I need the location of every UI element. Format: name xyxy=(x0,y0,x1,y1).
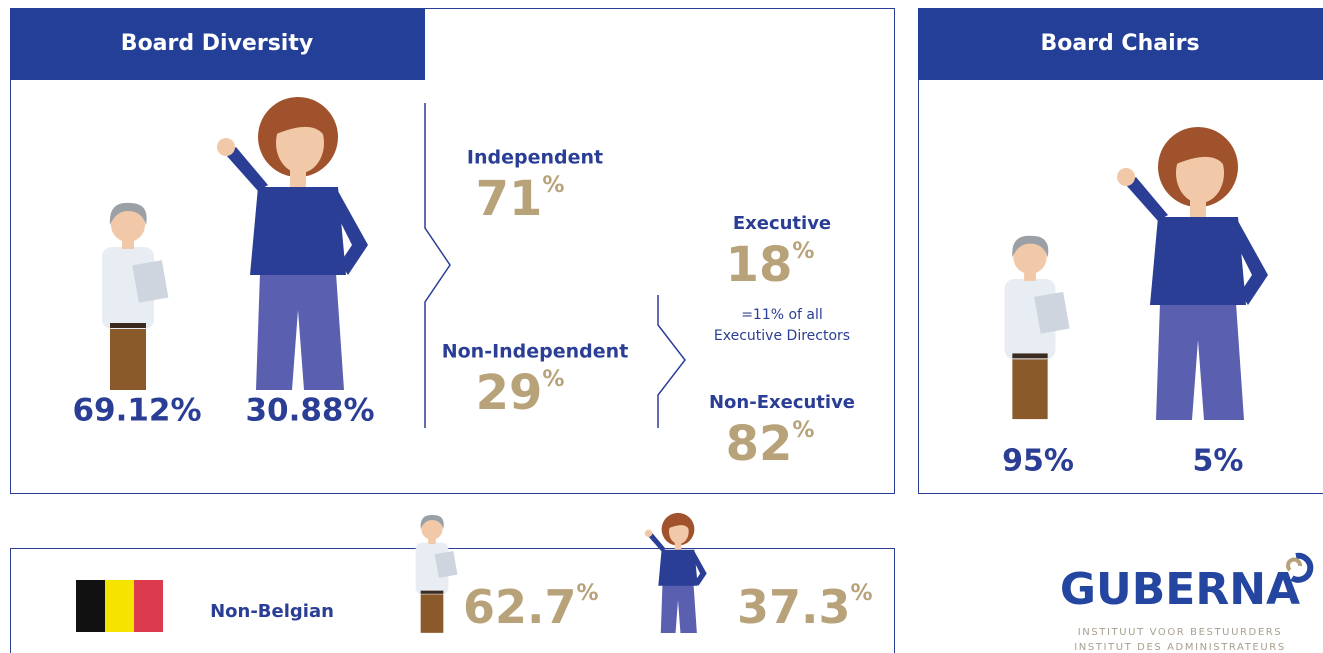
unit: % xyxy=(851,581,873,606)
women-share: 5% xyxy=(1193,444,1244,479)
bracket xyxy=(424,103,451,428)
hand xyxy=(644,529,653,538)
logo-name: GUBERNA xyxy=(1060,564,1300,615)
hair xyxy=(420,514,444,529)
label: Executive xyxy=(733,213,831,234)
bracket xyxy=(657,295,686,428)
head xyxy=(421,518,443,540)
neck xyxy=(428,536,436,545)
unit: % xyxy=(792,239,814,264)
flag-stripe xyxy=(76,580,105,632)
hand xyxy=(1117,168,1135,186)
flag-stripe xyxy=(105,580,134,632)
logo-swirl xyxy=(1290,552,1314,583)
note: =11% of all xyxy=(741,307,823,323)
pants xyxy=(660,584,697,633)
panel-border xyxy=(10,8,895,494)
woman-figure xyxy=(644,512,707,633)
man-figure xyxy=(415,514,458,633)
number: 37.3 xyxy=(737,580,851,634)
logo-line: INSTITUT DES ADMINISTRATEURS xyxy=(1074,642,1286,653)
arm-up xyxy=(226,147,268,191)
panel-border xyxy=(918,8,1323,494)
arm-hip xyxy=(1232,221,1268,305)
arm-hip xyxy=(332,191,368,275)
head xyxy=(1013,240,1047,275)
value: 37.3% xyxy=(737,580,873,634)
jacket xyxy=(1150,217,1246,305)
number: 82 xyxy=(726,416,793,472)
paper xyxy=(1034,291,1070,334)
value: 62.7% xyxy=(463,580,599,634)
panel-border xyxy=(10,548,895,653)
flag-stripe xyxy=(134,580,163,632)
hair xyxy=(109,202,147,225)
logo-swirl xyxy=(1286,557,1302,572)
pants xyxy=(1156,303,1244,420)
number: 62.7 xyxy=(463,580,577,634)
label: Non-Independent xyxy=(442,341,629,363)
fringe xyxy=(1174,134,1228,169)
panel-title: Board Chairs xyxy=(1040,31,1199,56)
value: 82% xyxy=(726,416,815,472)
value: 29% xyxy=(476,365,565,421)
men-share: 69.12% xyxy=(72,393,201,429)
note: Executive Directors xyxy=(714,328,850,344)
jacket xyxy=(250,187,346,275)
head xyxy=(111,208,145,242)
belt xyxy=(1012,353,1048,359)
pants xyxy=(110,325,146,390)
fringe xyxy=(274,104,328,139)
arm-hip xyxy=(691,551,707,586)
number: 18 xyxy=(726,237,793,293)
label: Independent xyxy=(467,147,603,169)
women-share: 30.88% xyxy=(245,393,374,429)
logo-line: INSTITUUT VOOR BESTUURDERS xyxy=(1078,627,1283,638)
man-figure xyxy=(1004,235,1070,420)
panel-title: Board Diversity xyxy=(121,31,313,56)
men-share: 95% xyxy=(1002,444,1074,479)
panel-header xyxy=(10,8,425,80)
belt xyxy=(110,323,146,328)
neck xyxy=(1024,269,1036,281)
arm-up xyxy=(1126,177,1168,221)
unit: % xyxy=(542,173,564,198)
pants xyxy=(256,273,344,390)
value: 18% xyxy=(726,237,815,293)
neck xyxy=(674,540,682,550)
label: Non-Executive xyxy=(709,392,855,413)
hand xyxy=(217,138,235,156)
paper xyxy=(434,551,458,578)
unit: % xyxy=(792,418,814,443)
woman-figure xyxy=(217,97,368,390)
number: 29 xyxy=(476,365,543,421)
woman-figure xyxy=(1117,127,1268,420)
unit: % xyxy=(577,581,599,606)
fringe xyxy=(668,516,690,531)
pants xyxy=(1012,355,1048,420)
label: Non-Belgian xyxy=(210,601,334,622)
man-figure xyxy=(102,202,169,390)
paper xyxy=(132,260,169,303)
belt xyxy=(420,590,444,594)
number: 71 xyxy=(476,171,543,227)
value: 71% xyxy=(476,171,565,227)
panel-header xyxy=(918,8,1323,80)
pants xyxy=(420,591,444,633)
unit: % xyxy=(542,367,564,392)
jacket xyxy=(658,549,698,586)
arm-up xyxy=(648,533,666,552)
hair xyxy=(1012,235,1049,258)
